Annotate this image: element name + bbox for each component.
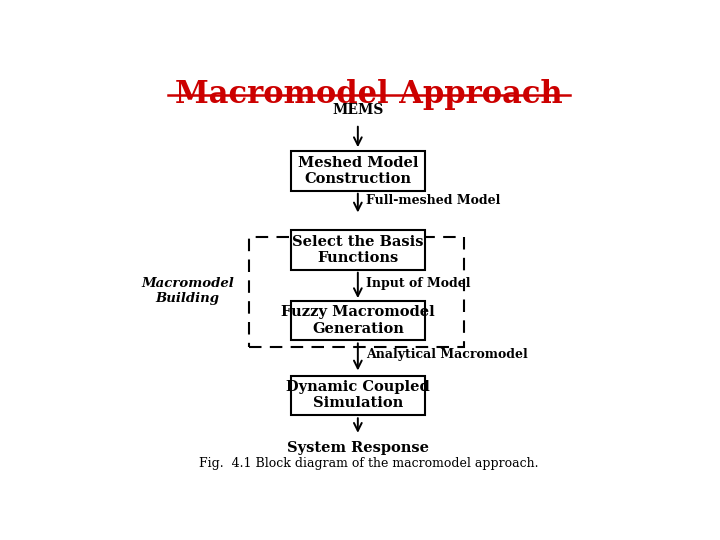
Text: Fuzzy Macromodel
Generation: Fuzzy Macromodel Generation [281, 306, 435, 336]
Text: Macromodel
Building: Macromodel Building [141, 278, 234, 306]
FancyBboxPatch shape [291, 301, 425, 340]
FancyBboxPatch shape [291, 376, 425, 415]
Text: Fig.  4.1 Block diagram of the macromodel approach.: Fig. 4.1 Block diagram of the macromodel… [199, 457, 539, 470]
Text: Macromodel Approach: Macromodel Approach [175, 79, 563, 110]
Text: Dynamic Coupled
Simulation: Dynamic Coupled Simulation [286, 380, 430, 410]
Text: System Response: System Response [287, 441, 429, 455]
Text: MEMS: MEMS [332, 103, 384, 117]
Text: Meshed Model
Construction: Meshed Model Construction [297, 156, 418, 186]
FancyBboxPatch shape [291, 151, 425, 191]
Text: Input of Model: Input of Model [366, 277, 471, 290]
Text: Analytical Macromodel: Analytical Macromodel [366, 348, 528, 361]
Text: Full-meshed Model: Full-meshed Model [366, 194, 500, 207]
FancyBboxPatch shape [291, 230, 425, 269]
Text: Select the Basis
Functions: Select the Basis Functions [292, 235, 423, 265]
